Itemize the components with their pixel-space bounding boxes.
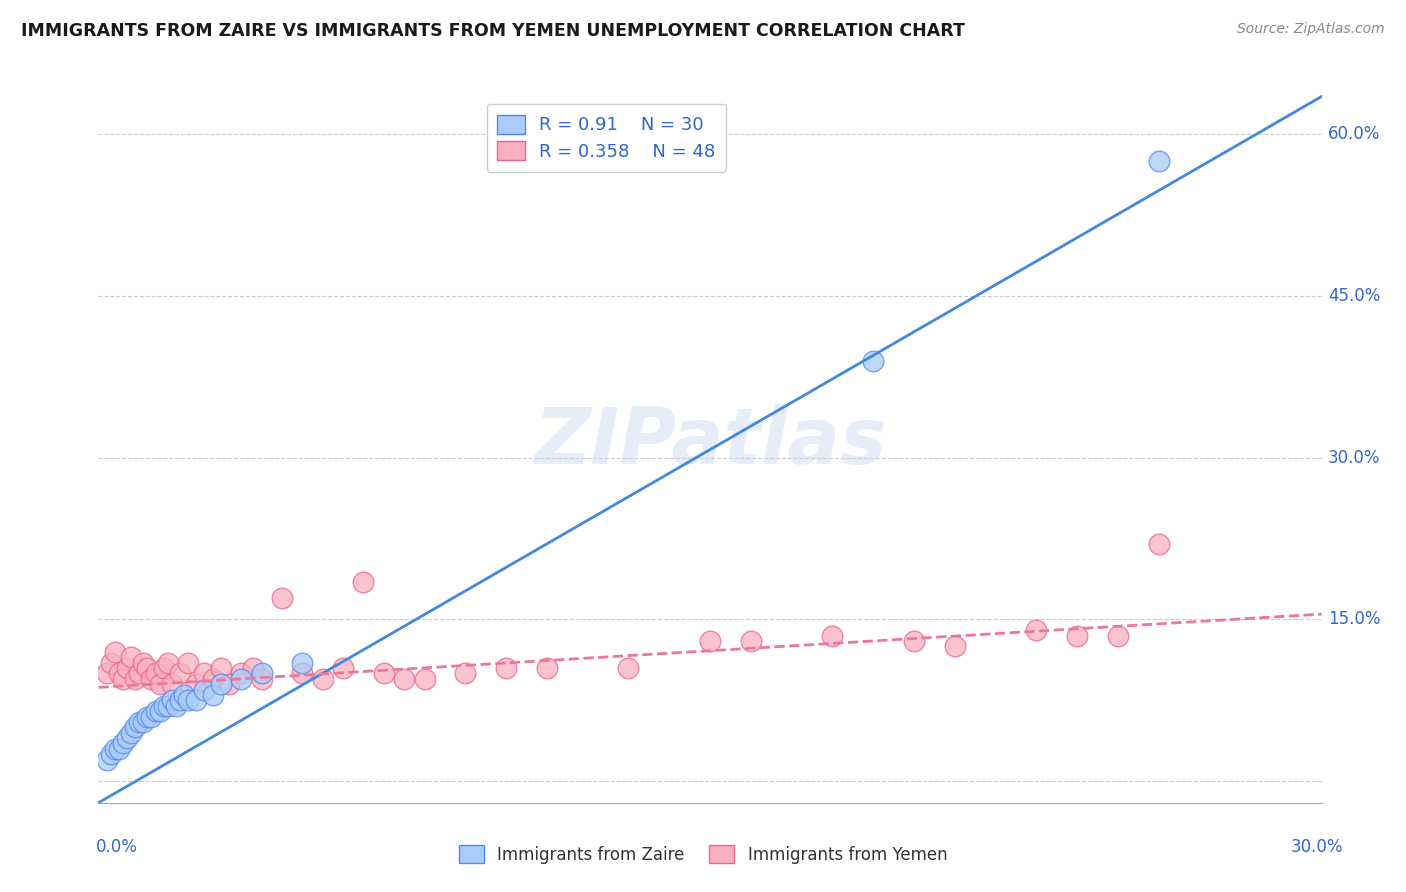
Text: 15.0%: 15.0% <box>1327 610 1381 629</box>
Legend: Immigrants from Zaire, Immigrants from Yemen: Immigrants from Zaire, Immigrants from Y… <box>451 838 955 871</box>
Point <box>120 650 142 665</box>
Point <box>149 704 172 718</box>
Point <box>141 709 163 723</box>
Point <box>821 629 844 643</box>
Point <box>352 574 374 589</box>
Point <box>177 693 200 707</box>
Point <box>186 693 208 707</box>
Text: 60.0%: 60.0% <box>1327 125 1381 144</box>
Point <box>173 688 195 702</box>
Text: 45.0%: 45.0% <box>1327 287 1381 305</box>
Point <box>312 672 335 686</box>
Point <box>250 666 273 681</box>
Point <box>1147 154 1170 169</box>
Point <box>218 677 240 691</box>
Point <box>108 742 131 756</box>
Point <box>145 704 167 718</box>
Point <box>242 661 264 675</box>
Point <box>132 714 155 729</box>
Point <box>128 666 150 681</box>
Point <box>1107 629 1129 643</box>
Point <box>617 661 640 675</box>
Point <box>156 698 179 713</box>
Point <box>149 677 172 691</box>
Point <box>392 672 416 686</box>
Point <box>136 709 159 723</box>
Point <box>186 677 208 691</box>
Text: IMMIGRANTS FROM ZAIRE VS IMMIGRANTS FROM YEMEN UNEMPLOYMENT CORRELATION CHART: IMMIGRANTS FROM ZAIRE VS IMMIGRANTS FROM… <box>21 22 965 40</box>
Point <box>152 698 174 713</box>
Point <box>108 666 131 681</box>
Point <box>160 693 183 707</box>
Point <box>1147 537 1170 551</box>
Point <box>1066 629 1088 643</box>
Point <box>332 661 354 675</box>
Point <box>141 672 163 686</box>
Point <box>115 731 138 745</box>
Point <box>100 747 122 762</box>
Point <box>160 677 183 691</box>
Point <box>169 666 191 681</box>
Point <box>96 666 118 681</box>
Legend: R = 0.91    N = 30, R = 0.358    N = 48: R = 0.91 N = 30, R = 0.358 N = 48 <box>486 103 725 171</box>
Point <box>291 656 314 670</box>
Point <box>128 714 150 729</box>
Text: 30.0%: 30.0% <box>1327 449 1381 467</box>
Point <box>120 725 142 739</box>
Point <box>862 353 884 368</box>
Point <box>136 661 159 675</box>
Point <box>454 666 477 681</box>
Point <box>111 737 134 751</box>
Point <box>1025 624 1047 638</box>
Point <box>111 672 134 686</box>
Point <box>152 661 174 675</box>
Point <box>291 666 314 681</box>
Point <box>250 672 273 686</box>
Point <box>169 693 191 707</box>
Point <box>943 640 966 654</box>
Point <box>115 661 138 675</box>
Point <box>96 753 118 767</box>
Point <box>124 672 146 686</box>
Point <box>145 666 167 681</box>
Point <box>104 645 127 659</box>
Point <box>373 666 395 681</box>
Point <box>903 634 925 648</box>
Point <box>193 666 215 681</box>
Text: ZIPatlas: ZIPatlas <box>534 403 886 480</box>
Point <box>495 661 517 675</box>
Point <box>124 720 146 734</box>
Point <box>209 661 232 675</box>
Point <box>177 656 200 670</box>
Point <box>165 698 187 713</box>
Point <box>104 742 127 756</box>
Point <box>100 656 122 670</box>
Point <box>156 656 179 670</box>
Point <box>132 656 155 670</box>
Text: 30.0%: 30.0% <box>1291 838 1343 856</box>
Point <box>536 661 558 675</box>
Point <box>201 672 224 686</box>
Point <box>699 634 721 648</box>
Point <box>193 682 215 697</box>
Point <box>201 688 224 702</box>
Text: 0.0%: 0.0% <box>96 838 138 856</box>
Point <box>231 666 253 681</box>
Point <box>413 672 436 686</box>
Point <box>740 634 762 648</box>
Point <box>231 672 253 686</box>
Point <box>209 677 232 691</box>
Point <box>270 591 294 605</box>
Text: Source: ZipAtlas.com: Source: ZipAtlas.com <box>1237 22 1385 37</box>
